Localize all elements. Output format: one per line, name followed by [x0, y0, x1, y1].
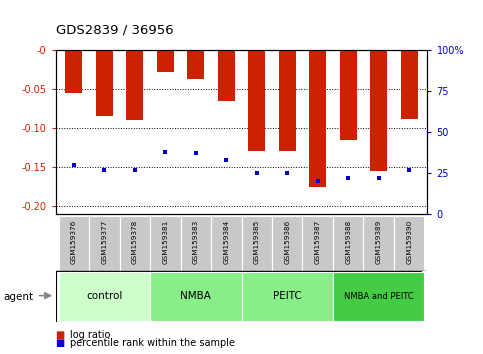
Bar: [272, 216, 302, 271]
Bar: [242, 216, 272, 271]
Bar: [96, 50, 113, 116]
Text: ■: ■: [56, 330, 65, 339]
Text: GSM159386: GSM159386: [284, 220, 290, 264]
Bar: [66, 50, 82, 93]
Bar: [127, 50, 143, 120]
Text: GSM159390: GSM159390: [406, 220, 412, 264]
Text: PEITC: PEITC: [273, 291, 301, 302]
Bar: [333, 272, 425, 321]
Text: ■: ■: [56, 338, 65, 348]
Bar: [370, 50, 387, 171]
Bar: [58, 216, 89, 271]
Text: GSM159387: GSM159387: [315, 220, 321, 264]
Bar: [279, 50, 296, 152]
Text: GSM159377: GSM159377: [101, 220, 107, 264]
Text: NMBA and PEITC: NMBA and PEITC: [344, 292, 413, 301]
Text: NMBA: NMBA: [180, 291, 211, 302]
Bar: [340, 50, 356, 140]
Text: GSM159388: GSM159388: [345, 220, 351, 264]
Bar: [401, 50, 417, 119]
Text: GDS2839 / 36956: GDS2839 / 36956: [56, 23, 173, 36]
Text: control: control: [86, 291, 123, 302]
Text: log ratio: log ratio: [70, 330, 111, 339]
Text: GSM159385: GSM159385: [254, 220, 260, 264]
Text: GSM159383: GSM159383: [193, 220, 199, 264]
Text: GSM159381: GSM159381: [162, 220, 168, 264]
Text: percentile rank within the sample: percentile rank within the sample: [70, 338, 235, 348]
Bar: [302, 216, 333, 271]
Bar: [309, 50, 326, 187]
Bar: [218, 50, 235, 101]
Text: GSM159384: GSM159384: [223, 220, 229, 264]
Text: GSM159389: GSM159389: [376, 220, 382, 264]
Bar: [248, 50, 265, 152]
Bar: [187, 50, 204, 79]
Bar: [157, 50, 174, 72]
Bar: [181, 216, 211, 271]
Bar: [333, 216, 363, 271]
Bar: [58, 272, 150, 321]
Bar: [150, 272, 242, 321]
Text: agent: agent: [4, 292, 34, 302]
Bar: [120, 216, 150, 271]
Bar: [211, 216, 242, 271]
Text: GSM159376: GSM159376: [71, 220, 77, 264]
Bar: [394, 216, 425, 271]
Bar: [150, 216, 181, 271]
Bar: [242, 272, 333, 321]
Bar: [363, 216, 394, 271]
Text: GSM159378: GSM159378: [132, 220, 138, 264]
Bar: [89, 216, 120, 271]
